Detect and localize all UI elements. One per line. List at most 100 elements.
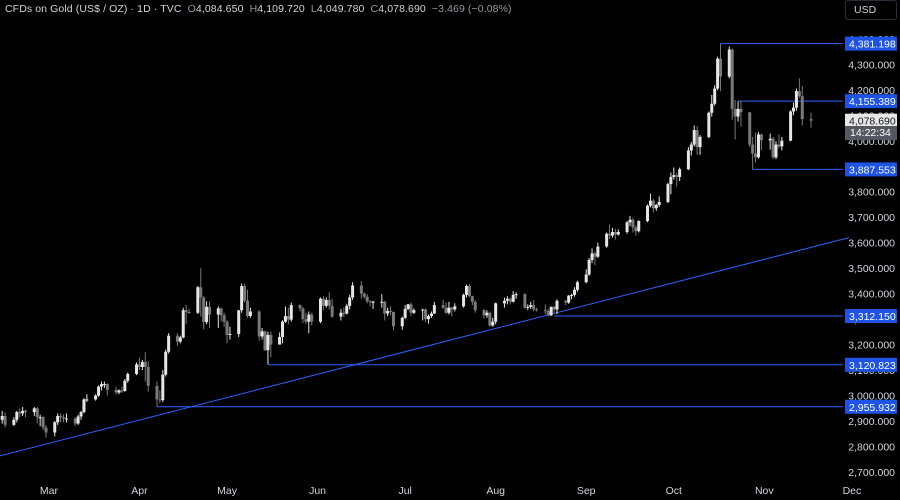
candle (327, 292, 331, 310)
candle-body (587, 260, 591, 275)
candle-body (228, 333, 232, 335)
candle-body (564, 300, 568, 303)
separator-dot: · (130, 3, 138, 15)
candle-body (727, 49, 731, 77)
price-level-badge-text: 2,955.932 (849, 402, 896, 414)
candle (713, 85, 717, 106)
currency-button[interactable]: USD (845, 0, 897, 20)
symbol-name[interactable]: CFDs on Gold (US$ / OZ) (5, 3, 128, 15)
candle-body (15, 412, 19, 420)
candle (59, 413, 63, 423)
candle (573, 287, 577, 297)
candle (205, 301, 209, 325)
price-level-badge[interactable]: 4,155.389 (845, 94, 897, 109)
current-price-badge[interactable]: 4,078.690 (845, 113, 897, 128)
candle (482, 308, 486, 319)
candle-body (380, 301, 384, 303)
candle-body (146, 367, 150, 386)
price-level-badge-bg (845, 162, 897, 177)
candle (269, 331, 273, 358)
candle-body (689, 144, 693, 151)
candle (552, 305, 556, 313)
candle-body (205, 306, 209, 323)
candle-body (301, 308, 305, 320)
price-level-badge[interactable]: 2,955.932 (845, 399, 897, 414)
candle (555, 299, 559, 315)
interval-label[interactable]: 1D (137, 3, 151, 15)
candle (389, 306, 393, 316)
candle (564, 300, 568, 306)
price-level-badge-text: 4,155.389 (849, 96, 896, 108)
candle-body (610, 231, 614, 236)
candle (348, 294, 352, 310)
x-axis-tick-label: Jun (309, 485, 326, 497)
candle-body (64, 418, 68, 420)
candle-body (634, 227, 638, 232)
candle-body (651, 200, 655, 209)
candle-body (99, 384, 103, 387)
y-axis-tick-label: 3,000.000 (848, 391, 895, 403)
candle-body (105, 384, 109, 390)
price-level-badge-bg (845, 94, 897, 109)
candle-body (409, 304, 413, 313)
price-level-badge[interactable]: 3,120.823 (845, 357, 897, 372)
price-level-badge[interactable]: 3,887.553 (845, 162, 897, 177)
candle-body (126, 373, 130, 381)
candle-body (143, 361, 147, 368)
candle (535, 307, 539, 312)
candle-body (59, 415, 63, 418)
candle-body (552, 306, 556, 310)
candle (608, 224, 612, 239)
open-label: O (187, 3, 196, 15)
candle-body (243, 285, 247, 301)
candle-body (123, 380, 127, 391)
candle-body (462, 294, 466, 307)
current-price-badge-bg (845, 113, 897, 128)
candle (427, 314, 431, 324)
candle-body (18, 412, 22, 414)
candle (56, 413, 60, 425)
candle (286, 307, 290, 325)
candle (412, 308, 416, 315)
candle-body (453, 306, 457, 310)
candle (146, 361, 150, 392)
candle-body (391, 311, 395, 327)
candle (707, 111, 711, 139)
candle-body (330, 305, 334, 317)
candle-body (73, 418, 77, 424)
candle-body (698, 136, 702, 148)
candle (99, 381, 103, 391)
candle-body (181, 310, 185, 338)
price-level-badge[interactable]: 3,312.150 (845, 309, 897, 324)
candle (161, 370, 165, 402)
candle-body (529, 305, 533, 307)
candle (751, 136, 755, 170)
candle-body (167, 335, 171, 352)
candle (298, 304, 302, 312)
candle-body (79, 412, 83, 417)
candle (678, 167, 682, 182)
candle (400, 316, 404, 330)
y-axis-tick-label: 3,600.000 (848, 238, 895, 250)
y-axis-tick-label: 3,500.000 (848, 263, 895, 275)
candle (403, 305, 407, 320)
candle (324, 297, 328, 308)
candle (570, 293, 574, 300)
candle (657, 196, 661, 208)
candle-body (82, 399, 86, 413)
candle-body (421, 309, 425, 311)
candle (567, 294, 571, 304)
price-level-badge[interactable]: 4,381.198 (845, 36, 897, 51)
candle-body (713, 88, 717, 104)
candle (155, 381, 159, 407)
candle (532, 300, 536, 312)
candle-body (508, 298, 512, 302)
trendline[interactable] (0, 237, 850, 465)
candle-body (216, 308, 220, 315)
candle-body (199, 287, 203, 298)
candle (114, 386, 118, 395)
candle-body (175, 335, 179, 342)
separator-dot: · (153, 3, 161, 15)
candle-body (219, 308, 223, 316)
